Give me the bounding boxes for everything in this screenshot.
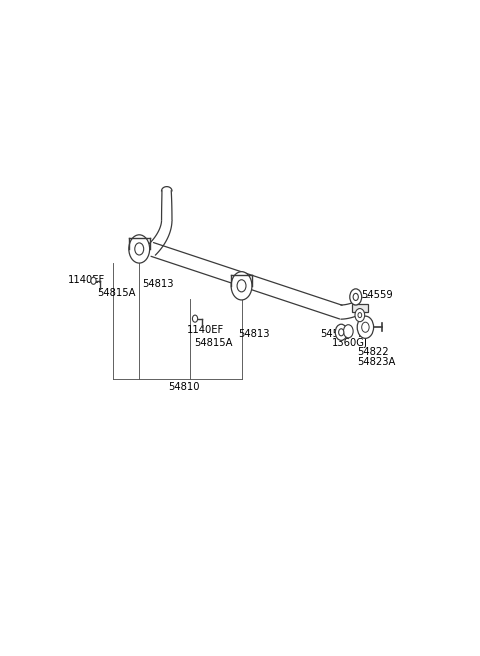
- Text: 54815A: 54815A: [194, 338, 232, 348]
- Text: 54813: 54813: [239, 329, 270, 339]
- Text: 54822: 54822: [358, 348, 389, 358]
- Circle shape: [355, 308, 365, 321]
- Text: 54815A: 54815A: [97, 288, 136, 298]
- Text: 54559: 54559: [361, 290, 393, 300]
- Text: 54810: 54810: [168, 382, 199, 392]
- Circle shape: [350, 289, 362, 305]
- Polygon shape: [341, 300, 362, 319]
- Circle shape: [357, 316, 373, 338]
- Polygon shape: [149, 220, 172, 255]
- Circle shape: [231, 272, 252, 300]
- Polygon shape: [151, 243, 342, 319]
- Polygon shape: [162, 186, 172, 220]
- Text: 1360GJ: 1360GJ: [332, 338, 367, 348]
- Text: 1140EF: 1140EF: [67, 275, 105, 285]
- Circle shape: [344, 325, 353, 338]
- Text: 54823A: 54823A: [358, 357, 396, 367]
- Circle shape: [338, 329, 344, 336]
- Text: 54559: 54559: [321, 329, 352, 339]
- Circle shape: [335, 324, 347, 340]
- Circle shape: [362, 322, 369, 333]
- Circle shape: [358, 313, 362, 318]
- Circle shape: [135, 243, 144, 255]
- Circle shape: [353, 293, 359, 300]
- Circle shape: [192, 315, 198, 322]
- Circle shape: [129, 235, 150, 263]
- Bar: [352, 304, 368, 312]
- Circle shape: [91, 277, 96, 284]
- Text: 1140EF: 1140EF: [186, 325, 224, 335]
- Circle shape: [237, 279, 246, 292]
- Text: 54813: 54813: [142, 279, 173, 289]
